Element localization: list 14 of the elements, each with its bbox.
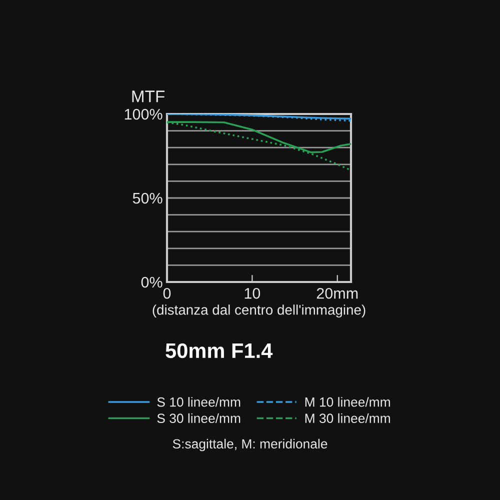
x-axis-title: (distanza dal centro dell'immagine) xyxy=(152,304,366,318)
y-tick-label: 0% xyxy=(141,276,162,288)
y-axis-title: MTF xyxy=(132,90,164,102)
x-tick-label: 20mm xyxy=(316,288,358,299)
legend-label: S 30 linee/mm xyxy=(157,413,240,424)
legend-label: M 10 linee/mm xyxy=(305,397,390,407)
y-tick-label: 100% xyxy=(124,108,162,120)
legend-label: S 10 linee/mm xyxy=(157,397,240,407)
legend-label: M 30 linee/mm xyxy=(305,413,390,424)
x-tick-label: 10 xyxy=(244,288,260,299)
x-tick-label: 0 xyxy=(163,288,171,299)
text: S:sagittale, M: meridionale xyxy=(172,438,328,452)
y-tick-label: 50% xyxy=(132,192,162,204)
text: 50mm F1.4 xyxy=(166,343,273,358)
